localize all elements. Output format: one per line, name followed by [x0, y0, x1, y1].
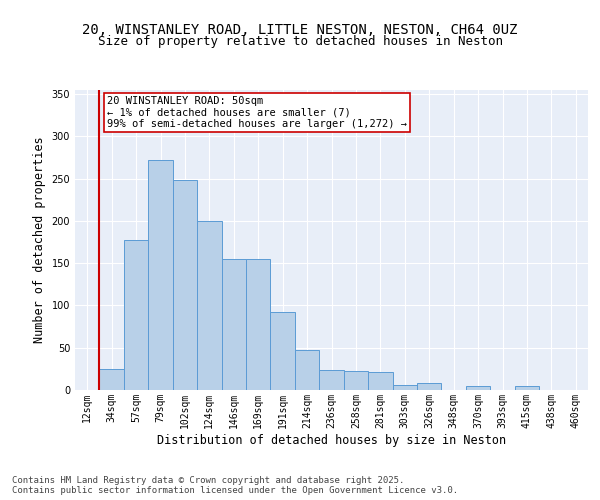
Bar: [295, 350, 319, 390]
Bar: [466, 386, 490, 390]
Bar: [100, 369, 124, 390]
Text: Size of property relative to detached houses in Neston: Size of property relative to detached ho…: [97, 35, 503, 48]
Text: 20, WINSTANLEY ROAD, LITTLE NESTON, NESTON, CH64 0UZ: 20, WINSTANLEY ROAD, LITTLE NESTON, NEST…: [82, 22, 518, 36]
Bar: [417, 383, 442, 390]
Bar: [173, 180, 197, 390]
Bar: [392, 385, 417, 390]
Bar: [319, 370, 344, 390]
Bar: [515, 386, 539, 390]
Bar: [148, 160, 173, 390]
Bar: [197, 221, 221, 390]
Bar: [344, 370, 368, 390]
Bar: [246, 259, 271, 390]
X-axis label: Distribution of detached houses by size in Neston: Distribution of detached houses by size …: [157, 434, 506, 446]
Y-axis label: Number of detached properties: Number of detached properties: [33, 136, 46, 344]
Bar: [221, 259, 246, 390]
Text: Contains HM Land Registry data © Crown copyright and database right 2025.
Contai: Contains HM Land Registry data © Crown c…: [12, 476, 458, 495]
Text: 20 WINSTANLEY ROAD: 50sqm
← 1% of detached houses are smaller (7)
99% of semi-de: 20 WINSTANLEY ROAD: 50sqm ← 1% of detach…: [107, 96, 407, 129]
Bar: [271, 312, 295, 390]
Bar: [124, 240, 148, 390]
Bar: [368, 372, 392, 390]
